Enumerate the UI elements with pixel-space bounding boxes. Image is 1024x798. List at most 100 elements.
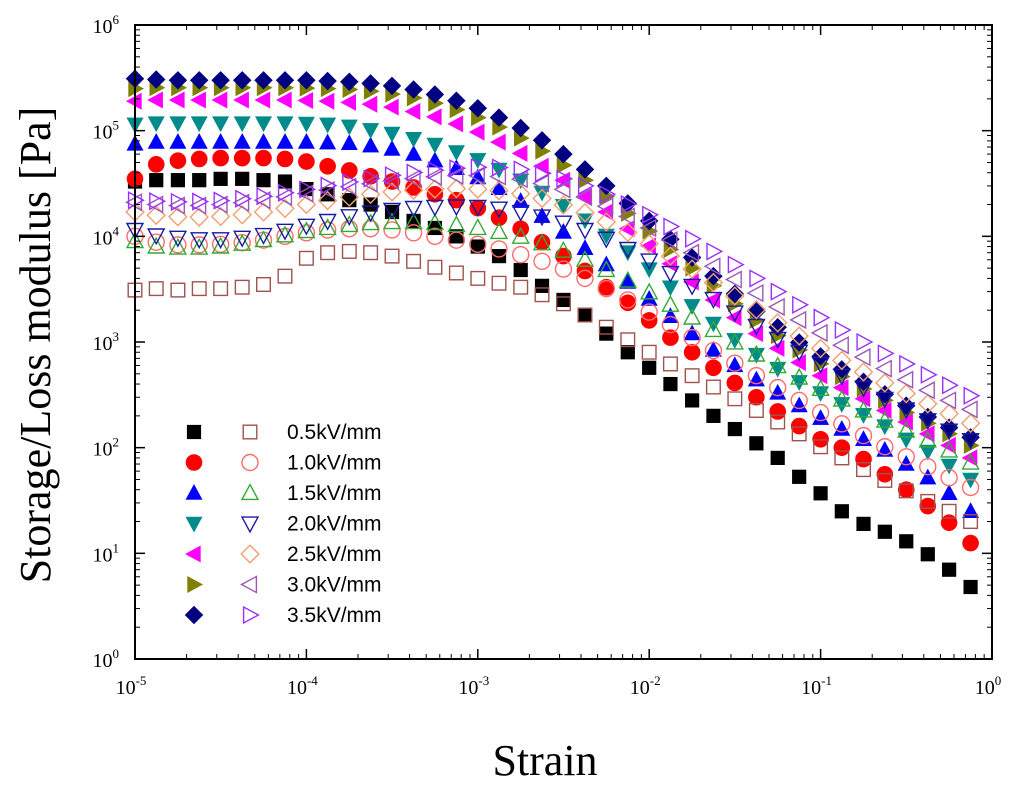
data-point — [212, 116, 230, 133]
data-point — [447, 199, 466, 217]
data-point — [683, 299, 701, 315]
data-point — [277, 268, 293, 284]
data-point — [553, 180, 571, 199]
data-point — [489, 181, 509, 201]
data-point — [727, 421, 742, 437]
data-point — [447, 145, 465, 161]
data-point — [749, 269, 767, 288]
data-point — [554, 199, 572, 215]
data-point — [426, 227, 444, 246]
legend-label: 3.5kV/mm — [287, 604, 382, 627]
data-point — [831, 336, 849, 355]
series-loss-6 — [127, 158, 981, 405]
data-point — [725, 332, 744, 350]
data-point — [575, 249, 595, 267]
data-point — [233, 116, 251, 133]
data-point — [617, 207, 635, 226]
data-point — [232, 193, 250, 212]
data-point — [318, 218, 337, 236]
data-point — [342, 193, 357, 208]
x-tick-label: 100 — [975, 673, 1002, 699]
data-point — [168, 196, 186, 215]
data-point — [427, 259, 443, 275]
data-point — [276, 133, 294, 149]
data-point — [233, 133, 251, 149]
legend-label: 1.0kV/mm — [287, 452, 382, 475]
legend-label: 0.5kV/mm — [287, 421, 382, 444]
data-point — [811, 403, 830, 422]
data-point — [318, 92, 335, 110]
series-loss-3 — [125, 199, 980, 450]
data-point — [597, 260, 616, 278]
legend-loss-marker — [240, 575, 258, 594]
data-point — [256, 187, 274, 206]
data-point — [813, 486, 828, 501]
data-point — [853, 362, 874, 382]
data-point — [318, 221, 337, 239]
data-point — [426, 137, 444, 154]
data-point — [640, 253, 659, 271]
data-point — [319, 117, 337, 134]
data-point — [425, 167, 442, 186]
data-point — [169, 133, 187, 149]
data-point — [254, 71, 273, 90]
data-point — [447, 115, 464, 133]
data-point — [147, 116, 165, 133]
data-point — [660, 231, 678, 250]
data-point — [704, 341, 723, 360]
data-point — [254, 116, 273, 133]
data-point — [663, 376, 678, 392]
data-point — [298, 250, 314, 266]
series-storage-0 — [127, 171, 978, 595]
data-point — [577, 307, 593, 323]
data-point — [662, 329, 679, 346]
legend-storage-marker — [185, 483, 203, 500]
data-point — [532, 174, 550, 193]
data-point — [962, 502, 980, 519]
y-tick-label: 104 — [93, 223, 120, 249]
data-point — [833, 420, 851, 436]
data-point — [362, 123, 380, 139]
data-point — [340, 134, 358, 150]
y-tick-label: 101 — [93, 540, 120, 566]
data-point — [939, 391, 957, 410]
data-point — [212, 149, 229, 167]
data-point — [919, 468, 937, 485]
data-point — [640, 282, 659, 300]
legend-entry: 0.5kV/mm — [186, 421, 382, 444]
data-point — [192, 192, 210, 211]
data-point — [920, 365, 938, 384]
data-point — [834, 320, 852, 340]
data-point — [706, 242, 724, 261]
data-point — [403, 169, 421, 188]
data-point — [856, 332, 874, 352]
data-point — [727, 391, 743, 407]
data-point — [169, 236, 187, 254]
data-point — [340, 215, 359, 233]
data-point — [685, 229, 702, 248]
data-point — [661, 315, 680, 334]
legend-storage-marker — [184, 545, 201, 563]
data-point — [489, 133, 506, 151]
data-point — [340, 119, 358, 136]
data-point — [746, 299, 767, 320]
data-point — [706, 408, 721, 423]
data-point — [512, 246, 530, 264]
y-tick-label: 106 — [93, 12, 120, 38]
data-point — [811, 379, 830, 396]
data-point — [790, 417, 808, 435]
data-point — [877, 524, 892, 539]
data-point — [576, 269, 594, 288]
data-point — [190, 133, 208, 149]
data-point — [790, 396, 808, 413]
data-point — [384, 248, 400, 264]
data-point — [685, 393, 700, 408]
data-point — [341, 243, 357, 259]
data-point — [856, 516, 871, 531]
legend-storage-marker — [186, 424, 202, 440]
data-point — [447, 215, 466, 233]
data-point — [939, 440, 959, 458]
data-point — [642, 205, 660, 224]
